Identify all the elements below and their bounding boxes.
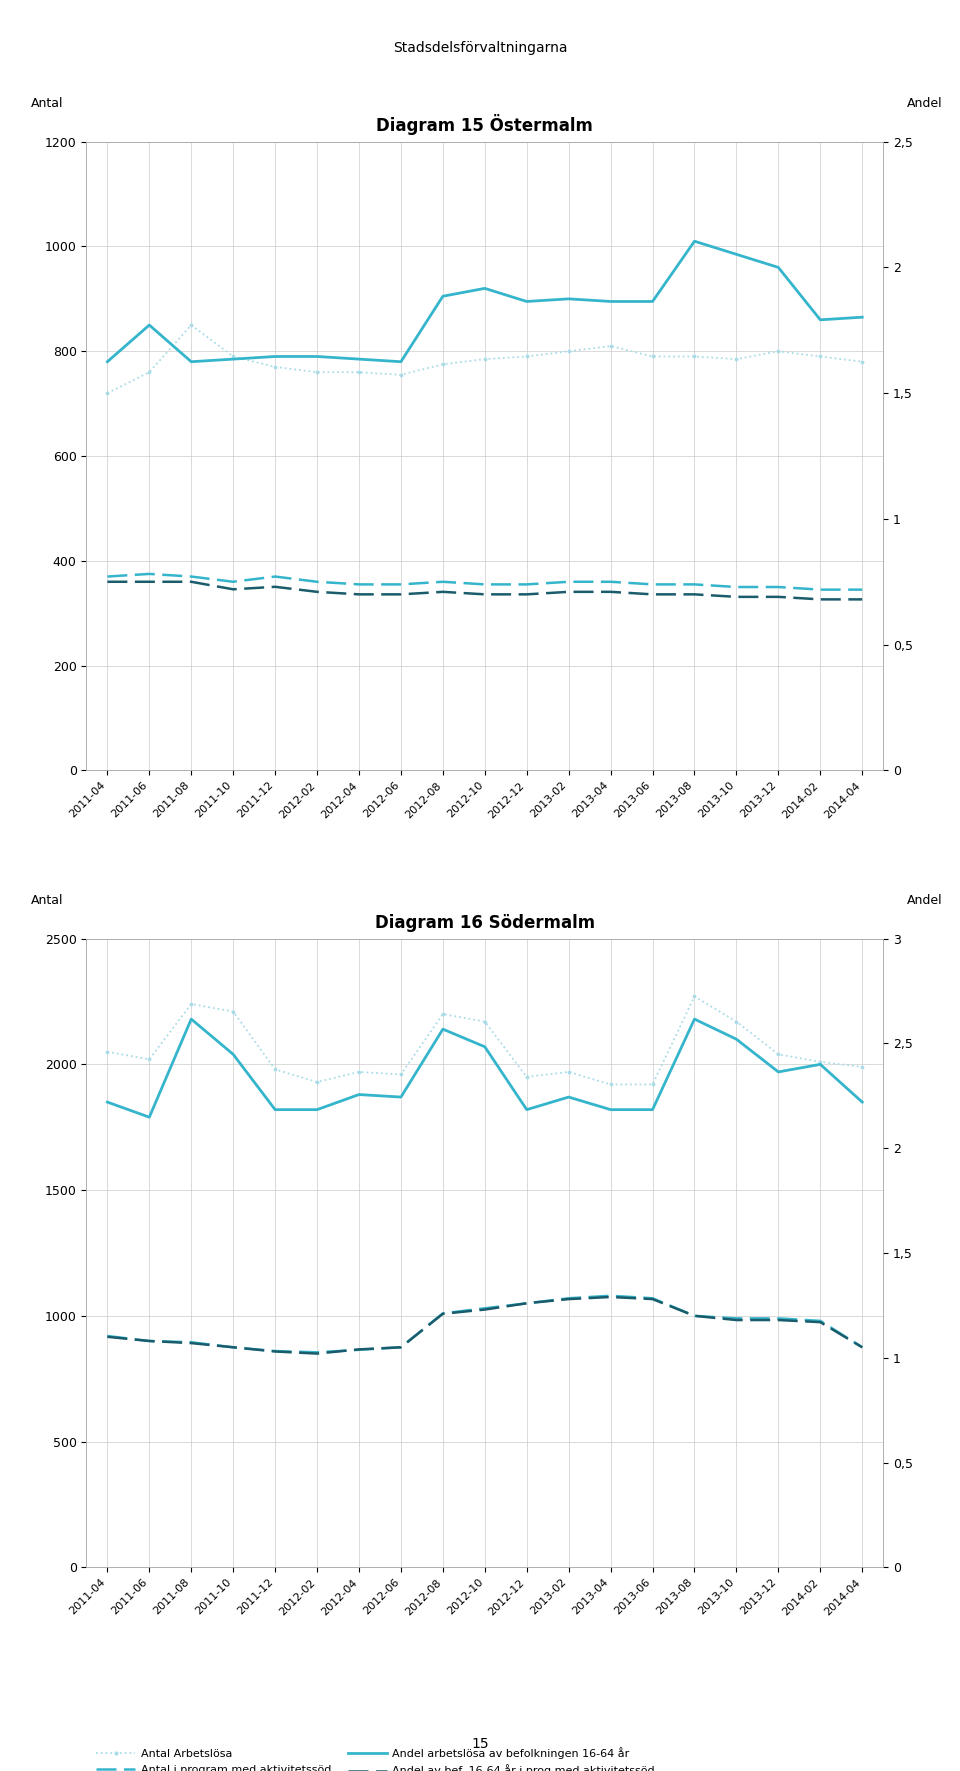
- Title: Diagram 15 Östermalm: Diagram 15 Östermalm: [376, 113, 593, 135]
- Legend: Antal Arbetslösa, Antal i program med aktivitetssöd, Andel arbetslösa av befolkn: Antal Arbetslösa, Antal i program med ak…: [92, 946, 660, 985]
- Legend: Antal Arbetslösa, Antal i program med aktivitetssöd, Andel arbetslösa av befolkn: Antal Arbetslösa, Antal i program med ak…: [92, 1743, 660, 1771]
- Text: Andel: Andel: [907, 97, 943, 110]
- Text: Antal: Antal: [31, 97, 63, 110]
- Text: 15: 15: [471, 1737, 489, 1752]
- Text: Stadsdelsförvaltningarna: Stadsdelsförvaltningarna: [393, 41, 567, 55]
- Text: Andel: Andel: [907, 894, 943, 907]
- Title: Diagram 16 Södermalm: Diagram 16 Södermalm: [374, 914, 595, 932]
- Text: Antal: Antal: [31, 894, 63, 907]
